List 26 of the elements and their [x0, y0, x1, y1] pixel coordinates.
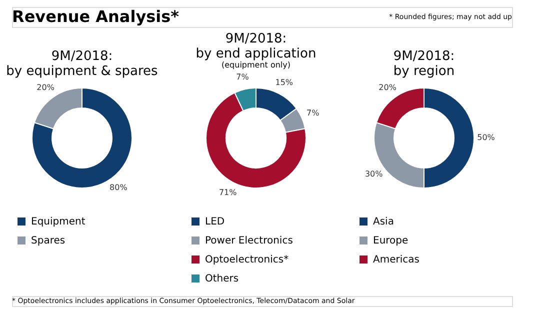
- legend-label: LED: [205, 216, 225, 228]
- legend-label: Europe: [373, 236, 408, 246]
- data-label: 7%: [306, 108, 320, 118]
- legend-label: Asia: [373, 216, 394, 228]
- chart-title: 9M/2018:: [393, 49, 455, 64]
- data-label: 50%: [477, 133, 496, 142]
- data-label: 30%: [364, 169, 384, 178]
- data-label: 15%: [275, 78, 294, 87]
- chart-title: 9M/2018:: [51, 49, 113, 64]
- data-label: 20%: [378, 82, 397, 92]
- text: (equipment only): [222, 60, 290, 70]
- data-label: 20%: [36, 82, 55, 92]
- text: Revenue Analysis*: [12, 7, 180, 26]
- legend-label: Americas: [373, 254, 420, 266]
- legend-label: Spares: [31, 236, 66, 246]
- data-label: 7%: [236, 72, 250, 82]
- chart-title: 9M/2018:: [225, 31, 287, 46]
- legend-label: Equipment: [31, 216, 86, 228]
- legend-label: Optoelectronics*: [205, 254, 289, 266]
- legend-label: Others: [205, 274, 239, 284]
- data-label: 71%: [218, 188, 238, 198]
- chart-subtitle: by equipment & spares: [6, 64, 158, 79]
- chart-subtitle: by region: [393, 64, 455, 79]
- chart-subtitle: by end application: [196, 46, 316, 62]
- legend-label: Power Electronics: [205, 236, 293, 246]
- data-label: 80%: [110, 183, 128, 192]
